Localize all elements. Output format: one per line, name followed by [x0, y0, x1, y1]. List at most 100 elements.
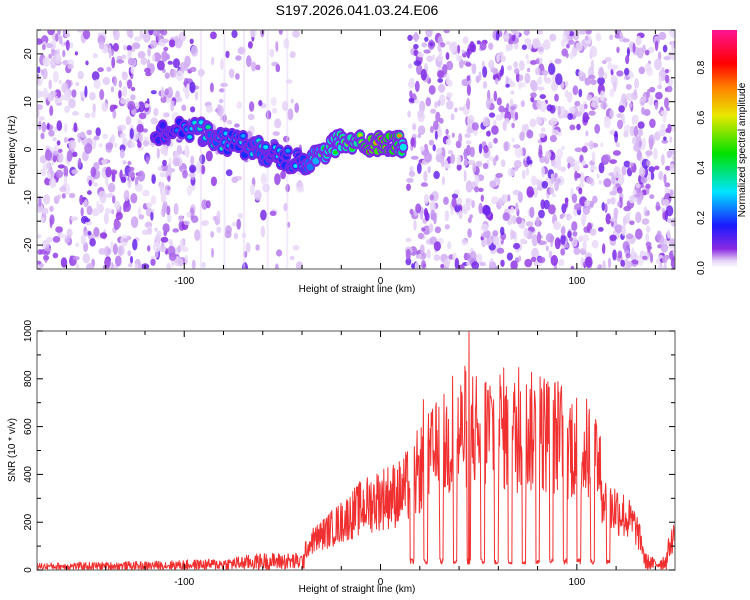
heatmap-cell	[560, 248, 566, 256]
heatmap-cell	[656, 230, 662, 241]
heatmap-cell	[40, 132, 45, 140]
heatmap-cell	[407, 34, 413, 42]
heatmap-cell	[529, 118, 537, 128]
heatmap-cell	[72, 256, 80, 261]
heatmap-cell	[112, 109, 117, 119]
heatmap-cell	[178, 258, 184, 267]
heatmap-cell	[463, 253, 471, 260]
x-tick-label: 100	[569, 577, 586, 588]
heatmap-cell	[554, 172, 558, 179]
heatmap-cell	[168, 39, 176, 48]
heatmap-cell	[523, 30, 530, 36]
heatmap-cell	[153, 108, 159, 117]
heatmap-cell	[578, 103, 586, 114]
heatmap-cell	[42, 56, 50, 67]
heatmap-cell	[625, 92, 633, 102]
heatmap-cell	[52, 136, 57, 142]
heatmap-cell	[62, 50, 66, 58]
heatmap-cell	[210, 31, 217, 40]
heatmap-cell	[237, 213, 244, 219]
heatmap-cell	[661, 139, 669, 144]
heatmap-cell	[529, 206, 535, 219]
heatmap-cell	[582, 204, 591, 215]
heatmap-cell	[540, 240, 548, 245]
heatmap-cell	[54, 53, 62, 65]
heatmap-cell	[467, 217, 472, 223]
heatmap-cell	[414, 99, 421, 104]
signal-peak	[285, 148, 291, 153]
heatmap-cell	[430, 125, 434, 134]
heatmap-cell	[112, 42, 119, 52]
signal-body	[159, 121, 167, 129]
heatmap-cell	[189, 38, 194, 45]
heatmap-cell	[573, 247, 581, 255]
heatmap-cell	[471, 122, 479, 131]
heatmap-cell	[406, 183, 411, 191]
heatmap-cell	[90, 137, 97, 150]
heatmap-cell	[415, 203, 422, 214]
heatmap-cell	[156, 147, 160, 159]
heatmap-cell	[130, 65, 135, 75]
heatmap-cell	[289, 255, 295, 261]
heatmap-cell	[526, 186, 534, 198]
heatmap-cell	[530, 256, 537, 262]
heatmap-cell	[635, 183, 641, 188]
heatmap-cell	[210, 56, 215, 66]
heatmap-cell	[105, 142, 114, 150]
heatmap-cell	[88, 179, 92, 187]
heatmap-cell	[275, 41, 279, 52]
heatmap-cell	[590, 59, 595, 71]
heatmap-cell	[262, 183, 270, 193]
heatmap-cell	[174, 38, 183, 49]
heatmap-cell	[658, 31, 667, 41]
heatmap-cell	[574, 170, 578, 181]
heatmap-cell	[575, 42, 583, 52]
heatmap-cell	[127, 179, 132, 189]
heatmap-cell	[121, 54, 127, 60]
heatmap-cell	[289, 51, 296, 59]
heatmap-cell	[623, 130, 629, 138]
heatmap-cell	[581, 213, 587, 222]
figure-title: S197.2026.041.03.24.E06	[276, 2, 439, 18]
heatmap-cell	[87, 231, 92, 236]
heatmap-cell	[152, 30, 161, 37]
heatmap-cell	[412, 33, 420, 41]
heatmap-cell	[153, 52, 162, 62]
heatmap-cell	[540, 199, 546, 210]
heatmap-cell	[422, 263, 427, 268]
y-tick-label: 0	[23, 146, 34, 152]
heatmap-cell	[658, 129, 666, 137]
heatmap-cell	[38, 116, 45, 121]
heatmap-cell	[519, 131, 525, 141]
heatmap-cell	[566, 156, 574, 165]
heatmap-cell	[417, 110, 424, 118]
heatmap-cell	[40, 168, 47, 177]
heatmap-cell	[49, 177, 57, 188]
heatmap-cell	[529, 160, 533, 165]
heatmap-cell	[446, 100, 454, 110]
heatmap-cell	[596, 266, 601, 269]
heatmap-cell	[79, 194, 84, 206]
heatmap-cell	[190, 106, 196, 113]
heatmap-cell	[166, 54, 170, 60]
heatmap-cell	[150, 90, 157, 95]
heatmap-cell	[545, 245, 549, 252]
heatmap-cell	[472, 163, 477, 173]
heatmap-cell	[86, 263, 94, 269]
heatmap-cell	[37, 66, 41, 74]
heatmap-cell	[538, 256, 546, 264]
heatmap-cell	[172, 228, 179, 233]
heatmap-cell	[37, 38, 43, 45]
heatmap-cell	[609, 234, 617, 241]
snr-series	[37, 331, 675, 570]
heatmap-cell	[122, 85, 128, 98]
heatmap-cell	[112, 264, 118, 269]
heatmap-cell	[535, 67, 541, 76]
heatmap-cell	[501, 194, 509, 203]
heatmap-cell	[595, 32, 602, 42]
heatmap-cell	[451, 193, 459, 199]
heatmap-cell	[46, 42, 53, 49]
heatmap-cell	[159, 172, 167, 178]
heatmap-cell	[44, 149, 53, 161]
